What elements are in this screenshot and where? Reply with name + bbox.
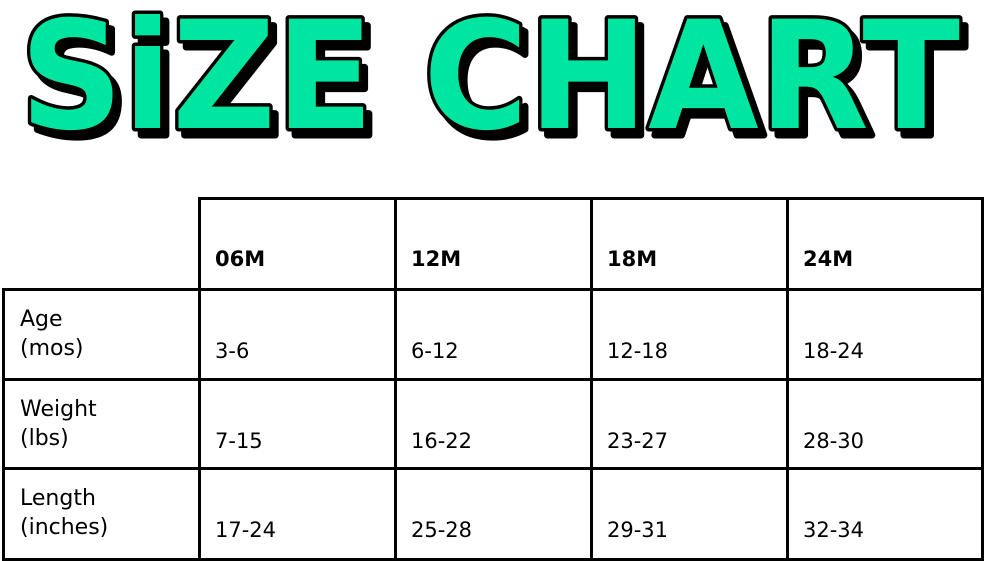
column-header: 12M (394, 197, 593, 291)
row-label: Length (inches) (2, 467, 201, 561)
table-cell: 32-34 (786, 467, 984, 561)
row-label-label-line1: Weight (20, 397, 97, 422)
title-text: SiZE CHART (20, 0, 960, 150)
row-label-label-line2: (lbs) (20, 426, 69, 451)
table-cell: 28-30 (786, 378, 984, 470)
row-label-label-line1: Age (20, 307, 63, 332)
table-cell: 16-22 (394, 378, 593, 470)
table-cell: 23-27 (590, 378, 789, 470)
table-cell: 25-28 (394, 467, 593, 561)
row-label: Age (mos) (2, 288, 201, 381)
table-cell: 6-12 (394, 288, 593, 381)
size-chart-title-logo: SiZE CHART (17, 0, 964, 150)
row-label-label-line1: Length (20, 486, 96, 511)
table-cell: 17-24 (198, 467, 397, 561)
table-cell: 3-6 (198, 288, 397, 381)
row-label-label-line2: (inches) (20, 515, 109, 540)
row-label-label-line2: (mos) (20, 336, 84, 361)
column-header: 24M (786, 197, 984, 291)
row-label: Weight (lbs) (2, 378, 201, 470)
table-cell: 7-15 (198, 378, 397, 470)
table-cell: 29-31 (590, 467, 789, 561)
column-header: 18M (590, 197, 789, 291)
column-header: 06M (198, 197, 397, 291)
table-cell: 18-24 (786, 288, 984, 381)
table-cell: 12-18 (590, 288, 789, 381)
